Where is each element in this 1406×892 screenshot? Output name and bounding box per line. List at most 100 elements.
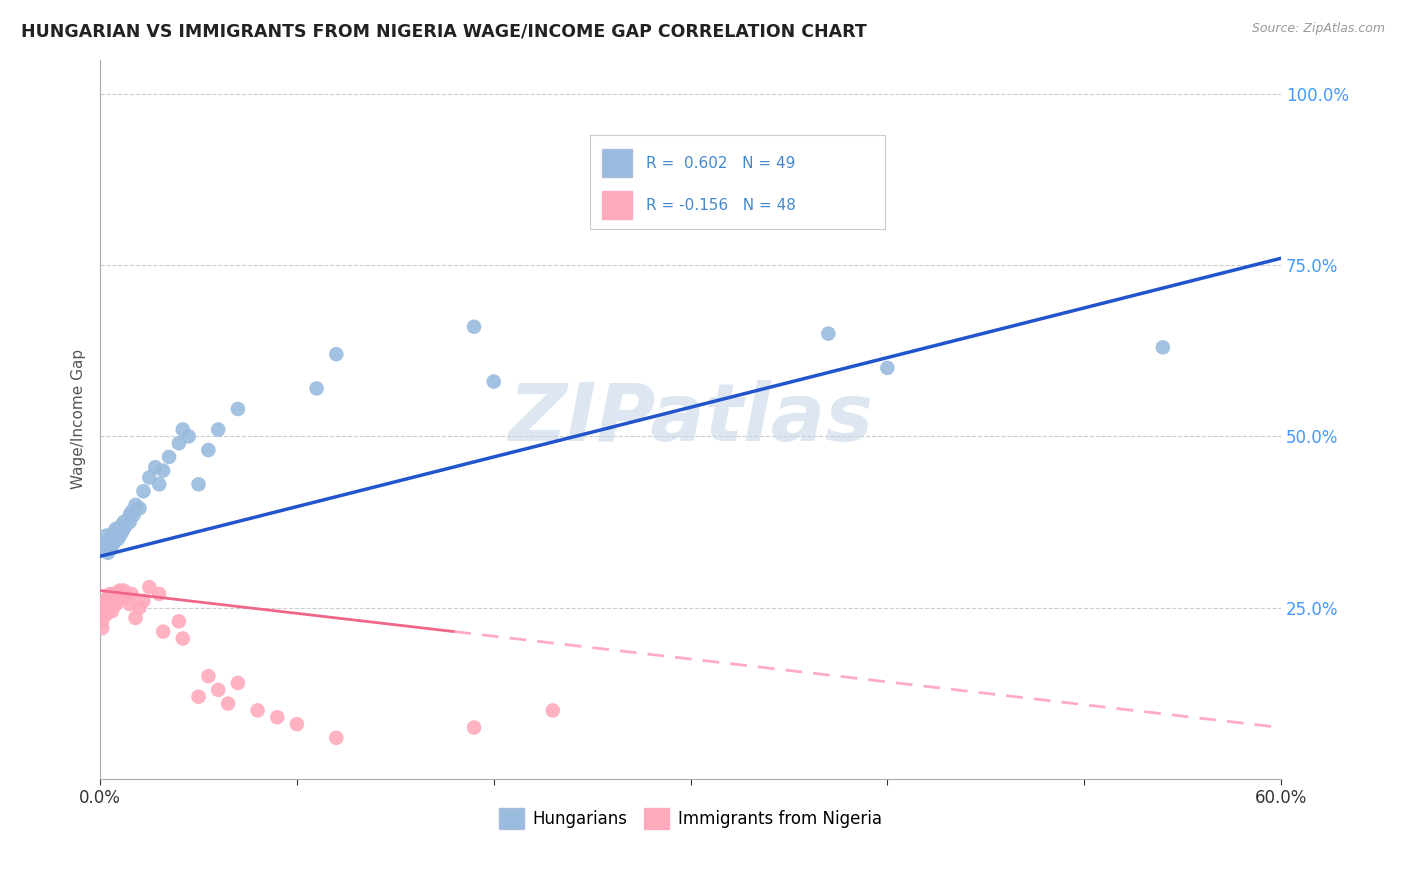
Point (97, 546, 120, 560)
Point (121, 505, 143, 519)
Point (541, 703, 564, 717)
Point (1152, 340, 1174, 354)
Point (103, 535, 125, 549)
Point (98, 542, 121, 557)
Point (207, 682, 229, 697)
Point (112, 583, 135, 598)
Point (132, 484, 155, 499)
Point (138, 470, 160, 484)
Point (98, 532, 121, 546)
Point (101, 591, 124, 605)
Text: HUNGARIAN VS IMMIGRANTS FROM NIGERIA WAGE/INCOME GAP CORRELATION CHART: HUNGARIAN VS IMMIGRANTS FROM NIGERIA WAG… (21, 22, 868, 40)
Point (107, 587, 129, 601)
Point (93, 542, 115, 557)
Legend: Hungarians, Immigrants from Nigeria: Hungarians, Immigrants from Nigeria (492, 802, 889, 835)
Point (101, 597, 124, 611)
Point (97, 597, 120, 611)
Point (98, 594, 121, 608)
Point (103, 594, 125, 608)
Point (97, 539, 120, 553)
Point (122, 508, 145, 523)
Point (132, 594, 155, 608)
Point (217, 697, 239, 711)
Point (94, 600, 117, 615)
Point (101, 529, 124, 543)
Point (177, 429, 200, 443)
Point (285, 717, 308, 731)
Point (167, 436, 190, 450)
Point (108, 529, 131, 543)
Point (118, 508, 141, 523)
Point (148, 587, 170, 601)
Point (138, 580, 160, 594)
Point (152, 464, 174, 478)
Point (148, 477, 170, 491)
Point (104, 591, 127, 605)
Point (118, 515, 141, 529)
Point (112, 522, 135, 536)
Point (325, 731, 347, 745)
Point (108, 591, 131, 605)
Point (197, 443, 219, 458)
Point (226, 402, 249, 417)
Point (111, 587, 134, 601)
Point (118, 597, 141, 611)
Point (207, 423, 229, 437)
Point (103, 525, 125, 540)
Point (121, 587, 143, 601)
Point (246, 703, 269, 717)
Point (111, 518, 134, 533)
Text: Source: ZipAtlas.com: Source: ZipAtlas.com (1251, 22, 1385, 36)
Point (108, 522, 131, 536)
Point (157, 450, 180, 464)
Point (167, 615, 190, 629)
Point (94, 535, 117, 549)
Y-axis label: Wage/Income Gap: Wage/Income Gap (72, 349, 86, 490)
Point (172, 632, 194, 646)
Point (104, 597, 127, 611)
Point (152, 624, 174, 639)
Point (94, 607, 117, 622)
Point (104, 529, 127, 543)
Point (94, 529, 117, 543)
Point (114, 591, 136, 605)
Point (325, 347, 347, 361)
Point (93, 604, 115, 618)
Point (172, 423, 194, 437)
Point (124, 498, 146, 512)
Point (101, 604, 124, 618)
Point (101, 539, 124, 553)
Point (187, 477, 209, 491)
Point (197, 669, 219, 683)
Point (463, 319, 485, 334)
Point (124, 611, 146, 625)
Point (108, 583, 131, 598)
Point (91, 539, 114, 553)
Point (97, 591, 120, 605)
Point (876, 360, 898, 375)
Point (91, 615, 114, 629)
Point (463, 721, 485, 735)
Point (128, 501, 150, 516)
Point (305, 381, 328, 395)
Point (143, 460, 166, 475)
Point (104, 522, 127, 536)
Point (107, 594, 129, 608)
Point (97, 604, 120, 618)
Point (817, 326, 839, 341)
Point (98, 600, 121, 615)
Point (94, 594, 117, 608)
Point (482, 375, 505, 389)
Point (91, 621, 114, 635)
Point (226, 676, 249, 690)
Point (103, 587, 125, 601)
Point (112, 515, 135, 529)
Text: ZIPatlas: ZIPatlas (508, 380, 873, 458)
Point (114, 518, 136, 533)
Point (107, 525, 129, 540)
Point (111, 525, 134, 540)
Point (266, 710, 288, 724)
Point (107, 532, 129, 546)
Point (187, 690, 209, 704)
Point (98, 587, 121, 601)
